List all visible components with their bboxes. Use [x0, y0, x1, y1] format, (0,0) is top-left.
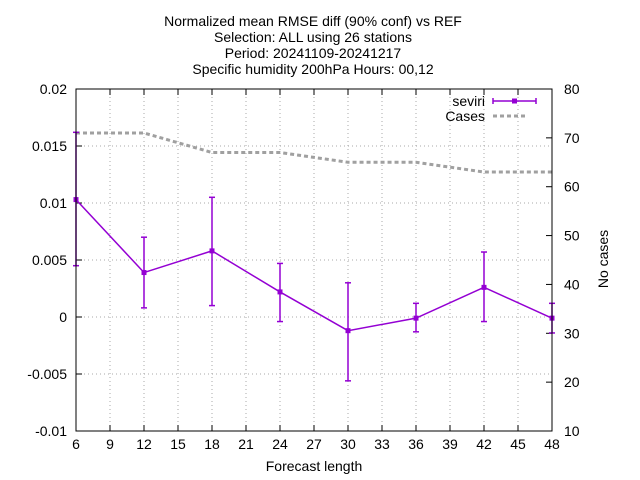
seviri-point	[141, 270, 147, 276]
grid	[76, 89, 552, 431]
x-tick-label: 27	[306, 436, 322, 452]
title-line-1: Normalized mean RMSE diff (90% conf) vs …	[164, 13, 462, 29]
x-tick-label: 42	[476, 436, 492, 452]
x-tick-label: 36	[408, 436, 424, 452]
x-tick-label: 24	[272, 436, 288, 452]
x-tick-label: 6	[72, 436, 80, 452]
title-line-3: Period: 20241109-20241217	[225, 45, 402, 61]
series-seviri	[73, 131, 555, 382]
x-tick-label: 15	[170, 436, 186, 452]
y2-tick-label: 80	[564, 81, 580, 97]
seviri-point	[345, 328, 351, 334]
y-tick-label: 0.01	[40, 195, 67, 211]
y-tick-label: -0.005	[27, 366, 67, 382]
title-line-4: Specific humidity 200hPa Hours: 00,12	[192, 61, 433, 77]
title-line-2: Selection: ALL using 26 stations	[214, 29, 412, 45]
y-tick-label: 0	[59, 309, 67, 325]
x-tick-label: 18	[204, 436, 220, 452]
series-cases	[76, 131, 552, 174]
seviri-point	[413, 315, 419, 321]
x-tick-label: 45	[510, 436, 526, 452]
legend-label-seviri: seviri	[452, 93, 485, 109]
y-tick-label: 0.015	[32, 138, 67, 154]
x-tick-label: 39	[442, 436, 458, 452]
y-tick-label: 0.02	[40, 81, 67, 97]
seviri-point	[209, 248, 215, 254]
y-tick-label: -0.01	[35, 423, 67, 439]
seviri-point	[277, 289, 283, 295]
y2-tick-label: 10	[564, 423, 580, 439]
y2-tick-label: 20	[564, 374, 580, 390]
cases-line	[76, 131, 552, 174]
x-tick-label: 33	[374, 436, 390, 452]
y2-tick-label: 40	[564, 276, 580, 292]
x-tick-label: 48	[544, 436, 560, 452]
y2-tick-label: 60	[564, 179, 580, 195]
plot-border	[75, 88, 553, 432]
x-tick-label: 12	[136, 436, 152, 452]
x-tick-label: 9	[106, 436, 114, 452]
y2-axis-label: No cases	[595, 230, 611, 288]
y-tick-label: 0.005	[32, 252, 67, 268]
plot-frame	[75, 88, 553, 432]
seviri-line	[75, 199, 553, 332]
y2-tick-label: 70	[564, 130, 580, 146]
x-tick-label: 30	[340, 436, 356, 452]
legend-sample-seviri-point	[512, 98, 517, 104]
y2-tick-label: 50	[564, 228, 580, 244]
chart-title: Normalized mean RMSE diff (90% conf) vs …	[164, 13, 462, 77]
x-tick-label: 21	[238, 436, 254, 452]
axes: 6 9 12 15 18 21 24 27 30 33 36 39 42 45 48 -0.01 -0.005 0…	[27, 81, 579, 452]
x-axis-label: Forecast length	[266, 458, 363, 474]
legend-label-cases: Cases	[445, 108, 485, 124]
seviri-point	[481, 284, 487, 290]
legend: seviri Cases	[445, 93, 537, 124]
y2-tick-label: 30	[564, 325, 580, 341]
